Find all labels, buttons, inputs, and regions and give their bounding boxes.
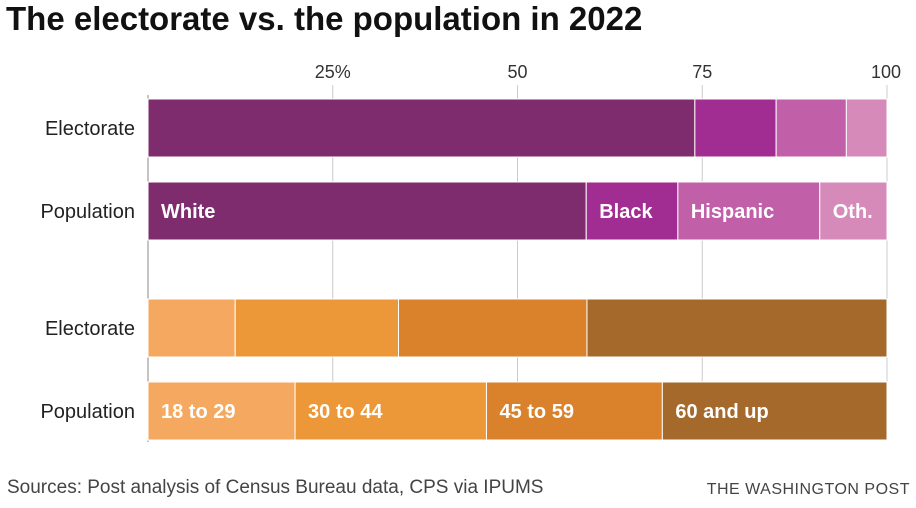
bar-segment bbox=[147, 381, 296, 441]
bar-segment bbox=[845, 98, 888, 158]
category-label: Population bbox=[40, 401, 135, 423]
bar-segment bbox=[819, 181, 888, 241]
bar-segment bbox=[694, 98, 777, 158]
category-label: Electorate bbox=[45, 118, 135, 140]
bar-segment bbox=[234, 298, 400, 358]
bar-segment bbox=[775, 98, 847, 158]
source-note: Sources: Post analysis of Census Bureau … bbox=[7, 477, 544, 498]
category-label: Population bbox=[40, 201, 135, 223]
segment-label: 30 to 44 bbox=[308, 401, 383, 423]
segment-label: 60 and up bbox=[675, 401, 768, 423]
chart-title: The electorate vs. the population in 202… bbox=[6, 0, 643, 37]
x-tick-label: 75 bbox=[692, 62, 712, 82]
credit-line: THE WASHINGTON POST bbox=[706, 481, 910, 498]
labels: 25% 50 75 100 Electorate Population White Black… bbox=[40, 62, 901, 423]
bar-segment bbox=[586, 298, 888, 358]
bar-segment bbox=[661, 381, 888, 441]
bar-segment bbox=[677, 181, 821, 241]
segment-label: 45 to 59 bbox=[499, 401, 573, 423]
category-label: Electorate bbox=[45, 318, 135, 340]
bar-segment bbox=[485, 381, 663, 441]
segment-label: 18 to 29 bbox=[161, 401, 235, 423]
bar-segment bbox=[398, 298, 588, 358]
segment-label: Hispanic bbox=[691, 201, 774, 223]
segment-label: Oth. bbox=[833, 201, 873, 223]
segment-label: Black bbox=[599, 201, 653, 223]
x-tick-label: 100 bbox=[871, 62, 901, 82]
bars bbox=[147, 98, 888, 441]
x-tick-label: 50 bbox=[507, 62, 527, 82]
bar-segment bbox=[294, 381, 487, 441]
bar-segment bbox=[147, 98, 696, 158]
x-tick-label: 25% bbox=[315, 62, 351, 82]
segment-label: White bbox=[161, 201, 215, 223]
bar-segment bbox=[585, 181, 679, 241]
stacked-bar-charts: 25% 50 75 100 Electorate Population White Black… bbox=[40, 62, 901, 442]
bar-segment bbox=[147, 298, 236, 358]
